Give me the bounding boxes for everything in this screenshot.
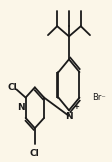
Text: Br⁻: Br⁻ bbox=[92, 93, 105, 102]
Text: Cl: Cl bbox=[30, 149, 39, 158]
Text: Cl: Cl bbox=[8, 83, 17, 92]
Text: N: N bbox=[65, 112, 72, 121]
Text: N: N bbox=[17, 103, 25, 112]
Text: +: + bbox=[73, 104, 78, 110]
